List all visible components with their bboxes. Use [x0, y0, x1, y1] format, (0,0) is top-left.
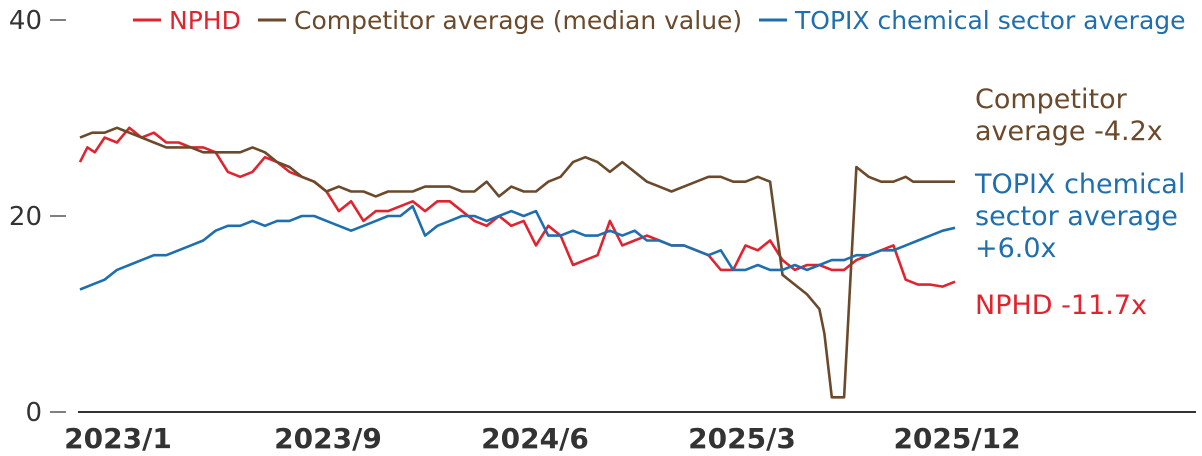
- x-tick-label: 2025/12: [893, 422, 1020, 455]
- x-tick-label: 2023/9: [274, 422, 382, 455]
- x-tick-label: 2024/6: [481, 422, 589, 455]
- y-tick-label: 40: [9, 6, 42, 36]
- end-label-line: average -4.2x: [975, 116, 1163, 147]
- end-label-line: NPHD -11.7x: [975, 290, 1147, 321]
- end-label-nphd: NPHD -11.7x: [975, 290, 1147, 321]
- y-tick-label: 0: [25, 398, 42, 428]
- x-tick-label: 2023/1: [64, 422, 172, 455]
- end-label-line: Competitor: [975, 84, 1128, 115]
- series-lines: [78, 126, 956, 399]
- legend-label-topix: TOPIX chemical sector average: [794, 6, 1186, 35]
- series-line-topix: [79, 204, 956, 291]
- series-line-competitor: [79, 126, 955, 399]
- end-label-competitor: Competitor average -4.2x: [975, 84, 1163, 147]
- legend: NPHD Competitor average (median value) TOP…: [133, 6, 1186, 35]
- end-label-line: TOPIX chemical: [974, 169, 1185, 200]
- y-axis: 0 20 40: [9, 6, 66, 428]
- end-label-topix: TOPIX chemical sector average +6.0x: [974, 169, 1185, 264]
- legend-label-nphd: NPHD: [169, 6, 241, 35]
- end-labels: NPHD -11.7x Competitor average -4.2x TOPIX …: [974, 84, 1185, 321]
- x-tick-label: 2025/3: [688, 422, 796, 455]
- end-label-line: +6.0x: [975, 233, 1057, 264]
- y-tick-label: 20: [9, 202, 42, 232]
- legend-label-competitor: Competitor average (median value): [294, 6, 742, 35]
- x-axis: 2023/1 2023/9 2024/6 2025/3 2025/12: [64, 422, 1020, 455]
- end-label-line: sector average: [975, 201, 1178, 232]
